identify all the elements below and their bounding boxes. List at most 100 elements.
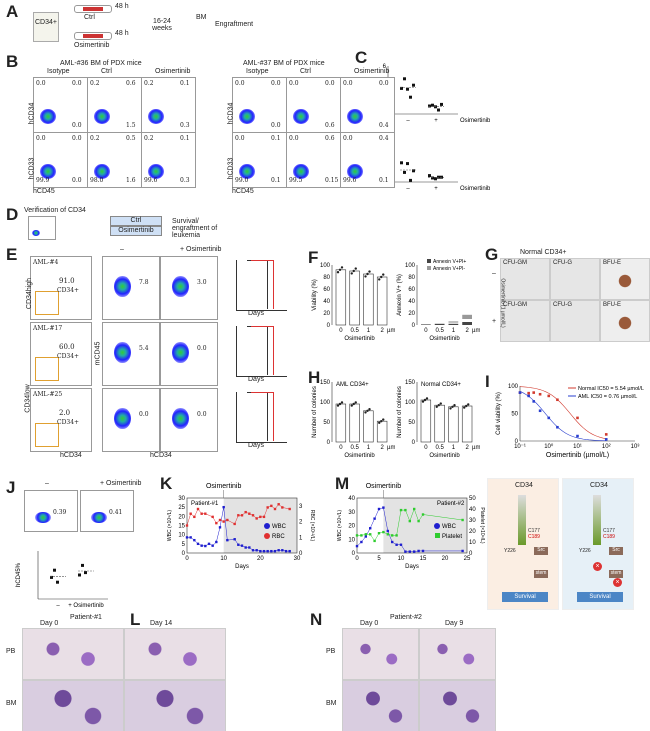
data-point xyxy=(395,534,398,537)
data-point xyxy=(218,526,222,529)
panel-letter-b: B xyxy=(6,52,19,71)
y-tick-label: 80 xyxy=(323,275,330,281)
quadrant-value: 0.1 xyxy=(180,80,190,87)
micro-pb: PB xyxy=(6,648,16,655)
chart-h-right: 0 50 100 150 Normal CD34+ Number of colonies 0… xyxy=(397,380,480,459)
quadrant-value: 0.0 xyxy=(379,80,389,87)
data-point xyxy=(204,544,207,548)
e-xlabel-1: hCD34 xyxy=(60,452,82,459)
d-title: Verification of CD34 xyxy=(24,207,86,214)
data-point xyxy=(382,530,385,534)
data-point xyxy=(355,534,359,537)
data-point xyxy=(350,272,353,275)
data-point xyxy=(435,405,438,408)
y-tick-label: 60 xyxy=(408,287,415,293)
data-point xyxy=(378,421,381,424)
e-minus: – xyxy=(120,246,124,253)
y2-tick-label: 3 xyxy=(299,504,303,510)
y-tick-label: 10 xyxy=(348,537,355,543)
x-tick-label: – xyxy=(56,603,60,609)
quadrant-value: 0.15 xyxy=(325,177,339,184)
block-icon: × xyxy=(613,578,622,587)
o-c177: C177 xyxy=(528,528,540,534)
y-tick-label: 20 xyxy=(408,311,415,317)
x-tick-label: 0.5 xyxy=(350,445,359,451)
data-point xyxy=(406,87,409,91)
quadrant-value: 0.2 xyxy=(144,135,154,142)
cd34-receptor xyxy=(518,495,526,545)
micro-patient: Patient-#1 xyxy=(70,614,102,621)
data-point xyxy=(380,420,383,423)
data-point xyxy=(461,518,464,522)
src-kinase: Src xyxy=(609,547,623,555)
data-point xyxy=(408,550,411,553)
data-point xyxy=(437,404,440,407)
e-gate-plot: AML-#4 91.0 CD34+ xyxy=(30,256,92,320)
x-tick-label: 1 xyxy=(367,445,371,451)
data-point xyxy=(368,408,371,411)
data-point xyxy=(360,534,363,537)
j-minus: – xyxy=(45,480,49,487)
y-tick-label: 0 xyxy=(352,551,356,557)
bar-0 xyxy=(421,324,431,325)
y2-tick-label: 30 xyxy=(469,518,476,524)
d-outcome: Survival/ engraftment of leukemia xyxy=(172,218,218,239)
y2-tick-label: 20 xyxy=(469,529,476,535)
data-point xyxy=(449,407,452,410)
micro-bm: BM xyxy=(6,700,17,707)
a-48h-2: 48 h xyxy=(115,30,129,37)
micro-patient: Patient-#2 xyxy=(390,614,422,621)
panel-letter-l: L xyxy=(130,610,141,629)
quadrant-value: 99.6 xyxy=(343,177,357,184)
bar xyxy=(335,269,347,326)
x-tick-label: 10⁰ xyxy=(544,443,554,450)
data-point xyxy=(386,529,389,533)
data-point xyxy=(399,508,403,512)
chart-m: Osimertinib Patient-#2 0 10 20 30 40 0 10 20 30 40 5… xyxy=(337,483,485,570)
o-title: CD34 xyxy=(515,482,533,489)
data-point xyxy=(354,267,357,270)
data-point xyxy=(251,549,255,552)
y2-axis-label: RBC (×10¹²/L) xyxy=(309,510,315,542)
data-point xyxy=(237,514,240,517)
bar xyxy=(363,410,374,443)
flow-plot-right-bot: 0.0 0.4 0.1 99.6 xyxy=(340,132,395,188)
e-ylabel: mCD45 xyxy=(94,341,102,366)
x-tick-label: 1 xyxy=(367,328,371,334)
data-point xyxy=(240,514,244,517)
data-point xyxy=(81,563,84,567)
g-plus: + xyxy=(492,318,497,325)
quadrant-value: 0.6 xyxy=(325,135,335,142)
data-point xyxy=(222,520,225,523)
data-point xyxy=(373,539,376,543)
x-tick-label: 1 xyxy=(452,445,456,451)
legend-swatch xyxy=(427,259,431,263)
cd34-receptor xyxy=(593,495,601,545)
panel-letter-h: H xyxy=(308,368,321,387)
panel-letter-i: I xyxy=(485,372,490,391)
data-point xyxy=(434,177,437,181)
chart-j: hCD45% – + Osimertinib xyxy=(16,551,108,609)
data-point xyxy=(233,538,236,541)
legend-label: Normal IC50 = 5.54 µmol/L xyxy=(578,386,644,392)
y-axis-label: WBC (×10⁹/L) xyxy=(337,510,343,542)
a-48h-1: 48 h xyxy=(115,3,129,10)
y2-tick-label: 0 xyxy=(299,551,303,557)
o-y226: Y226 xyxy=(504,548,516,554)
x-tick-label: 25 xyxy=(464,556,471,562)
panel-letter-j: J xyxy=(6,478,16,497)
unit-label: µmol/L xyxy=(472,445,480,451)
data-point xyxy=(417,519,420,523)
x-axis-label: Days xyxy=(235,564,249,570)
y-tick-label: 20 xyxy=(323,311,330,317)
bar-1 xyxy=(448,321,459,323)
data-point xyxy=(532,400,536,403)
quadrant-value: 1.6 xyxy=(126,177,136,184)
data-point xyxy=(288,549,291,553)
quadrant-value: 0.2 xyxy=(144,80,154,87)
data-point xyxy=(266,506,269,509)
y-tick-label: 50 xyxy=(408,420,415,426)
src-kinase: Src xyxy=(534,547,548,555)
flow-plot-right-top: 0.0 0.0 0.0 xyxy=(232,77,287,133)
